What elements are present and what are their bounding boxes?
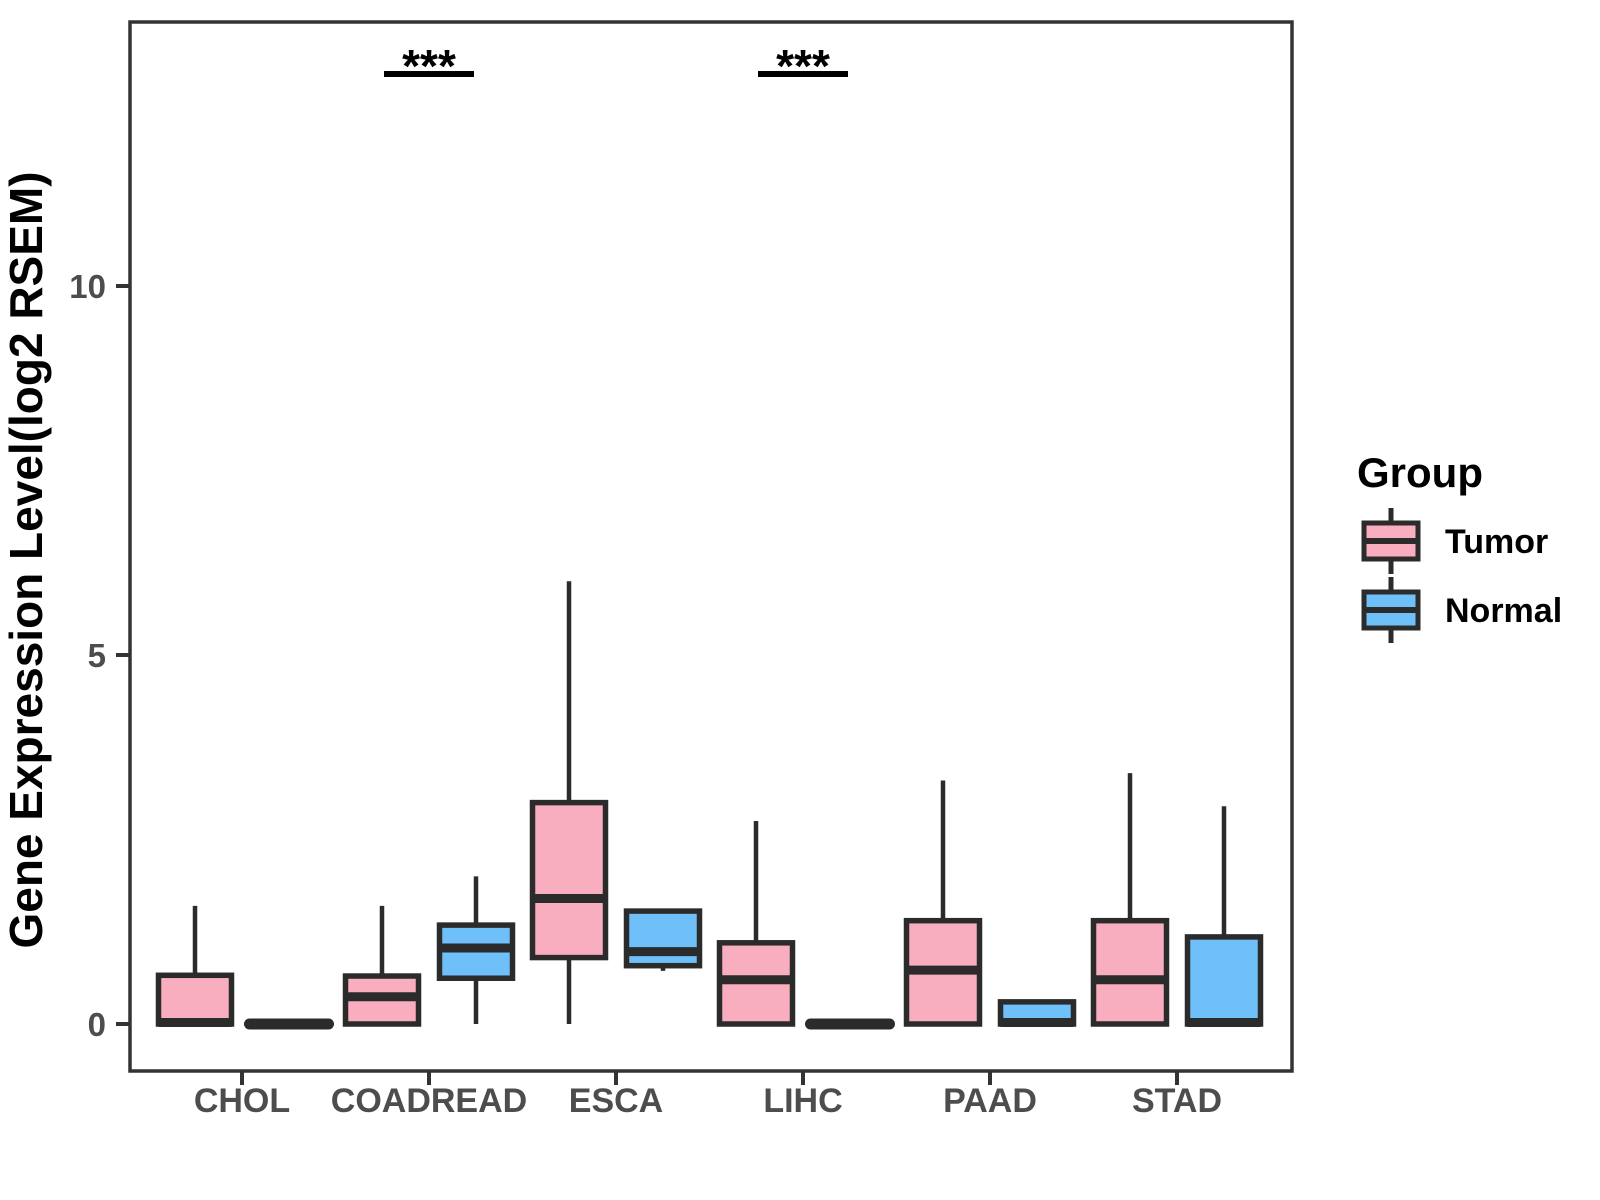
x-tick-label: STAD [1132,1082,1222,1120]
x-tick-label: LIHC [763,1082,842,1120]
box-stad-tumor [1090,773,1170,1027]
box-coadread-tumor [342,905,422,1027]
box-esca-tumor [529,581,609,1024]
legend-label: Normal [1445,592,1562,630]
y-tick-label: 10 [69,268,106,305]
significance-stars: *** [776,40,830,92]
x-tick-label: CHOL [194,1082,290,1120]
box-chol-tumor [155,905,235,1028]
x-tick-label: COADREAD [331,1082,527,1120]
box-coadread-normal [436,876,516,1024]
iqr-box [1090,917,1170,1027]
box-paad-tumor [903,780,983,1027]
iqr-box [529,799,609,961]
iqr-box [623,908,703,969]
x-tick-label: PAAD [943,1082,1037,1120]
y-axis-title: Gene Expression Level(log2 RSEM) [0,171,52,948]
iqr-box [155,972,235,1027]
x-tick-label: ESCA [569,1082,663,1120]
legend-item-tumor: Tumor [1361,508,1548,574]
legend-label: Tumor [1445,523,1548,561]
significance-stars: *** [402,40,456,92]
plot-panel [128,20,1294,1073]
significance-lihc: *** [758,40,848,92]
y-tick-label: 5 [88,637,106,674]
iqr-box [1184,934,1264,1027]
box-paad-normal [997,999,1077,1028]
legend-title: Group [1357,449,1483,496]
box-lihc-tumor [716,821,796,1027]
legend-item-normal: Normal [1361,577,1562,643]
significance-coadread: *** [384,40,474,92]
legend: Group Tumor Normal [1357,449,1562,643]
y-tick-label: 0 [88,1006,106,1043]
box-stad-normal [1184,806,1264,1028]
box-esca-normal [623,908,703,971]
